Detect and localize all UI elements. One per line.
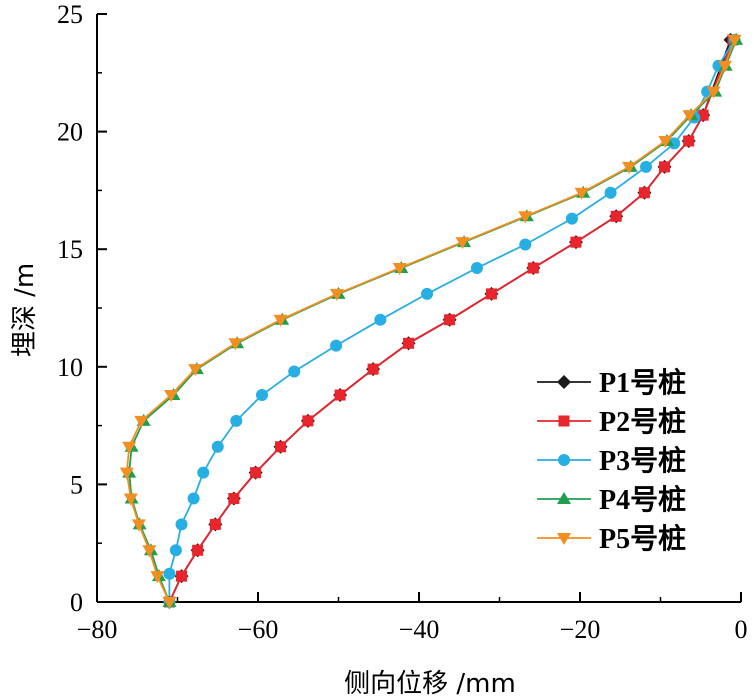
data-point [275,441,287,453]
series-5 [119,34,742,609]
data-point [659,161,671,173]
data-point [470,262,483,275]
data-point [288,365,301,378]
legend-label: P1号桩 [599,366,686,399]
data-point [574,187,589,200]
legend-label: P3号桩 [599,444,686,477]
data-point [658,136,673,149]
data-point [228,493,240,505]
data-point [668,137,681,150]
data-point [518,211,533,224]
data-point [228,338,243,351]
data-point [682,110,697,123]
y-tick-label: 10 [57,353,83,382]
data-point [209,518,221,530]
data-point [256,389,269,402]
data-point [527,262,539,274]
data-point [570,236,582,248]
data-point [175,518,188,531]
y-axis-title: 埋深 /m [10,263,40,357]
data-point [727,34,742,47]
data-point [403,337,415,349]
legend-item: P1号桩 [537,366,686,399]
data-point [392,263,407,276]
legend-marker [558,415,570,427]
data-point [622,161,637,174]
data-point [706,86,721,99]
data-point [188,364,203,377]
legend-marker [557,492,571,504]
data-point [162,597,177,609]
data-point [169,544,182,557]
data-point [302,415,314,427]
legend-label: P2号桩 [599,405,686,438]
data-point [122,441,137,454]
series-layer [119,32,744,609]
y-tick-label: 15 [57,235,83,264]
data-point [640,160,653,173]
data-point [519,238,532,251]
data-point [374,313,387,326]
data-point [163,567,176,580]
data-point [142,545,157,558]
data-point [455,237,470,250]
data-point [230,414,243,427]
axes: −80 −60 −40 −20 0 0 5 10 15 20 25 [57,0,748,644]
data-point [329,288,344,301]
data-point [187,492,200,505]
legend-item: P2号桩 [537,405,686,438]
legend-item: P5号桩 [537,522,686,555]
data-point [610,210,622,222]
legend-item: P3号桩 [537,444,686,477]
data-point [123,493,138,506]
data-point [444,314,456,326]
legend-marker [557,533,571,545]
data-point [176,570,188,582]
data-point [697,109,709,121]
legend-label: P5号桩 [599,522,686,555]
data-point [131,519,146,532]
x-tick-label: 0 [735,615,748,644]
x-tick-label: −60 [238,615,279,644]
data-point [421,287,434,300]
x-axis-title: 侧向位移 /mm [344,669,516,699]
y-tick-label: 0 [70,588,83,617]
y-tick-label: 20 [57,118,83,147]
series-2 [163,34,739,608]
data-point [604,186,617,199]
x-tick-label: −40 [399,615,440,644]
series-3 [163,33,741,608]
x-tick-label: −20 [560,615,601,644]
series-line [125,39,736,603]
legend-marker [558,454,570,466]
y-tick-label: 5 [70,470,83,499]
data-point [192,544,204,556]
y-tick-label: 25 [57,0,83,29]
x-tick-label: −80 [77,615,118,644]
data-point [330,339,343,352]
data-point [638,187,650,199]
legend-marker [557,375,571,389]
data-point [367,363,379,375]
data-point [164,390,179,403]
legend-item: P4号桩 [537,483,686,516]
legend-label: P4号桩 [599,483,686,516]
data-point [717,60,732,73]
data-point [683,135,695,147]
data-point [119,467,134,480]
data-point [485,288,497,300]
data-point [273,314,288,327]
data-point [334,389,346,401]
data-point [197,466,210,479]
data-point [134,415,149,428]
data-point [211,440,224,453]
data-point [250,467,262,479]
legend: P1号桩 P2号桩 P3号桩 P4号桩 P5号桩 [537,366,686,555]
data-point [150,571,165,584]
data-point [565,212,578,225]
